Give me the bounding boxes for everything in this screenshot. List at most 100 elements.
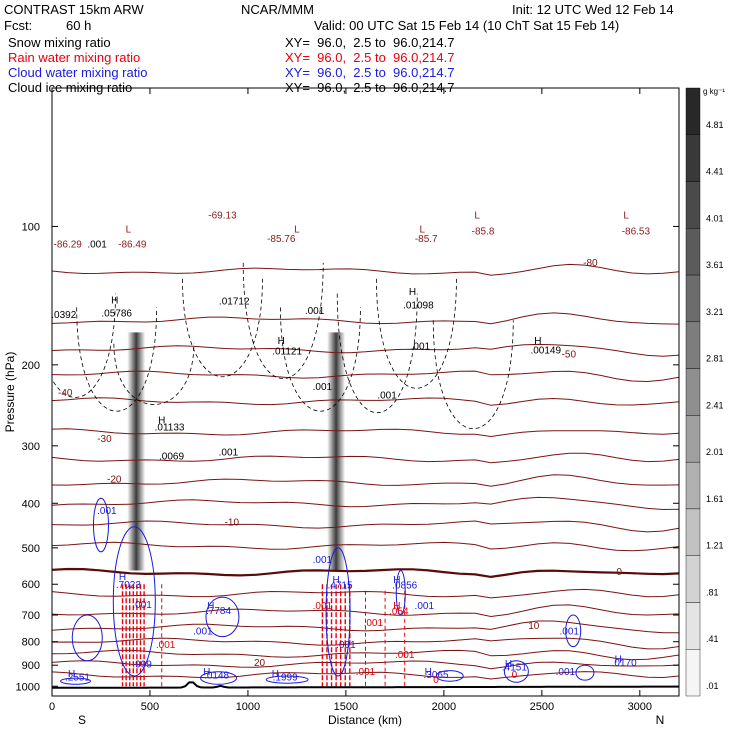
contour-label: .001 (219, 448, 239, 459)
cloud-ice-contour (242, 262, 324, 380)
contour-label: H (505, 659, 512, 670)
cloud-water-contour (325, 547, 351, 677)
y-tick-label: 300 (22, 441, 40, 453)
y-tick-label: 400 (22, 498, 40, 510)
contour-label: H (409, 287, 416, 298)
isotherm-label: 10 (528, 621, 540, 632)
colorbar-cell (685, 415, 701, 463)
colorbar-cell (685, 87, 701, 135)
isotherm-contour (52, 397, 679, 406)
colorbar-cell (685, 181, 701, 229)
contour-label: .001 (377, 391, 397, 402)
contour-label: .0069 (159, 451, 184, 462)
contour-label: .001 (305, 306, 325, 317)
terrain-line (52, 681, 679, 689)
colorbar-cell (685, 555, 701, 603)
contour-label: .001 (556, 667, 576, 678)
isotherm-contour (52, 567, 679, 579)
x-tick-label: 2000 (432, 701, 456, 713)
cloud-water-contour (435, 670, 464, 682)
isotherm-label: 0 (616, 567, 622, 578)
colorbar-cell (685, 321, 701, 369)
field-snow-name: Snow mixing ratio (8, 35, 111, 50)
colorbar-label: 2.41 (706, 400, 724, 410)
contour-label: .05786 (101, 309, 132, 320)
colorbar-cell (685, 649, 701, 697)
contour-label: .1999 (273, 673, 298, 684)
contour-label: 0 (433, 675, 439, 686)
cloud-water-contour (200, 671, 238, 685)
contour-label: .001 (132, 600, 152, 611)
contour-label: .00149 (530, 346, 561, 357)
forecast-label: Fcst: (4, 18, 33, 33)
isotherm-contour (52, 263, 679, 276)
contour-label: -86.49 (118, 239, 147, 250)
contour-label: -86.29 (53, 239, 82, 250)
field-snow-xy: XY= 96.0, 2.5 to 96.0,214.7 (285, 35, 455, 50)
cloud-water-contour (71, 614, 103, 662)
colorbar-label: .41 (706, 634, 719, 644)
contour-label: H (332, 575, 339, 586)
contour-label: -85.8 (472, 226, 495, 237)
contour-label: .0148 (204, 671, 229, 682)
contour-label: .01712 (219, 297, 250, 308)
colorbar-label: 2.81 (706, 354, 724, 364)
isotherm-contour (52, 649, 679, 661)
colorbar-cell (685, 508, 701, 556)
snow-plume-shade (327, 332, 346, 571)
contour-label: H (615, 654, 622, 665)
forecast-hour: 60 h (66, 18, 92, 33)
isotherm-contour (52, 370, 679, 383)
colorbar-cell (685, 134, 701, 182)
contour-label: .0392 (51, 310, 76, 321)
north-label: N (656, 713, 665, 727)
cloud-water-contour (575, 664, 595, 681)
plot-frame (51, 87, 680, 697)
contour-label: L (294, 224, 300, 235)
contour-label: L (420, 224, 426, 235)
contour-label: H (393, 601, 400, 612)
contour-label: .0170 (612, 658, 637, 669)
y-tick-label: 200 (22, 360, 40, 372)
cloud-water-contour (265, 675, 309, 684)
contour-label: .01133 (155, 423, 185, 434)
south-label: S (78, 713, 86, 727)
x-tick-label: 0 (49, 701, 55, 713)
contour-label: .001 (364, 618, 384, 629)
contour-label: H (119, 572, 126, 583)
contour-label: H (393, 575, 400, 586)
colorbar-label: 4.01 (706, 213, 724, 223)
isotherm-contour (52, 620, 679, 634)
contour-label: H (534, 336, 541, 347)
contour-label: .001 (87, 239, 107, 250)
colorbar-cell (685, 602, 701, 650)
y-tick-label: 800 (22, 637, 40, 649)
colorbar-unit: g kg⁻¹ (703, 87, 725, 96)
contour-label: .001 (193, 626, 213, 637)
x-axis-title: Distance (km) (328, 713, 402, 727)
y-axis-title: Pressure (hPa) (3, 352, 17, 433)
x-tick-label: 2500 (530, 701, 554, 713)
snow-plume (127, 332, 146, 571)
model-name: CONTRAST 15km ARW (4, 2, 144, 17)
cloud-ice-contour (280, 307, 361, 412)
contour-label: .001 (313, 601, 333, 612)
contour-label: -85.7 (415, 234, 438, 245)
contour-label: L (474, 210, 480, 221)
cloud-ice-contour (76, 307, 158, 412)
x-tick-label: 1500 (334, 701, 358, 713)
cloud-water-contour (60, 677, 92, 685)
valid-time: Valid: 00 UTC Sat 15 Feb 14 (10 ChT Sat … (314, 18, 620, 33)
y-tick-label: 1000 (16, 681, 40, 693)
isotherm-contour (52, 520, 679, 533)
colorbar-label: 4.41 (706, 167, 724, 177)
contour-label: .999 (132, 659, 152, 670)
colorbar-cell (685, 461, 701, 510)
contour-label: H (207, 601, 214, 612)
contour-label: L (126, 224, 132, 235)
contour-label: H (111, 295, 118, 306)
contour-label: .001 (336, 640, 356, 651)
contour-label: .7023 (116, 580, 141, 591)
field-cloudwater-xy: XY= 96.0, 2.5 to 96.0,214.7 (285, 65, 455, 80)
